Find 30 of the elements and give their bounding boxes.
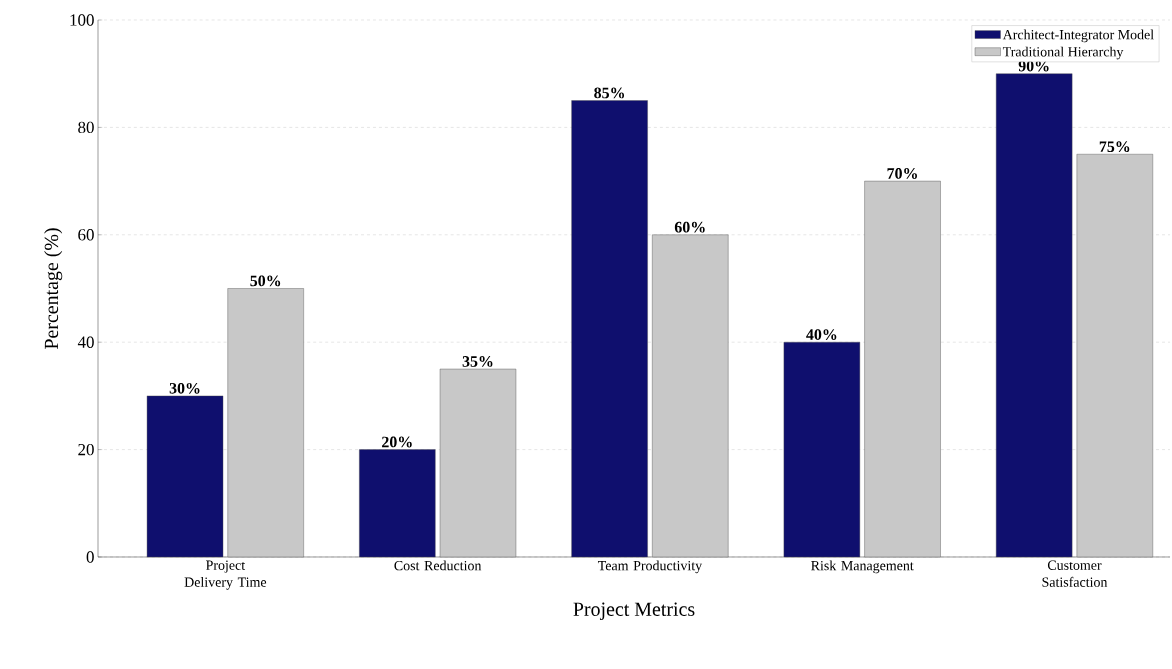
y-tick-label: 100 xyxy=(70,14,94,26)
data-label: 70% xyxy=(887,168,917,179)
bar xyxy=(571,100,648,558)
data-label: 30% xyxy=(169,382,200,394)
data-label: 60% xyxy=(674,221,705,233)
data-label: 85% xyxy=(594,87,625,99)
y-tick-label: 0 xyxy=(86,551,94,563)
x-tick-label: Team Productivity xyxy=(597,560,703,574)
y-tick-label: 60 xyxy=(78,229,94,241)
x-tick-label: Project Delivery Time xyxy=(184,560,267,590)
bar xyxy=(146,395,224,558)
x-tick-label: Risk Management xyxy=(811,560,914,574)
x-tick-label: Customer Satisfaction xyxy=(1042,560,1108,587)
y-tick-label: 40 xyxy=(77,336,94,348)
bar xyxy=(995,73,1073,558)
data-label: 75% xyxy=(1099,141,1130,153)
data-label: 20% xyxy=(382,436,412,448)
x-axis-title: Project Metrics xyxy=(573,602,695,620)
bar xyxy=(359,449,436,558)
legend-label: Traditional Hierarchy xyxy=(1002,46,1124,60)
y-tick-label: 20 xyxy=(78,443,94,456)
data-label: 90% xyxy=(1018,60,1049,72)
bar xyxy=(783,342,861,558)
y-axis-title: Percentage (%) xyxy=(44,228,63,350)
data-label: 50% xyxy=(250,275,281,287)
legend-label: Architect-Integrator Model xyxy=(1002,29,1154,43)
x-tick-label: Cost Reduction xyxy=(394,560,482,571)
data-label: 35% xyxy=(462,356,493,367)
y-tick-label: 80 xyxy=(78,121,94,134)
data-label: 40% xyxy=(806,329,837,340)
